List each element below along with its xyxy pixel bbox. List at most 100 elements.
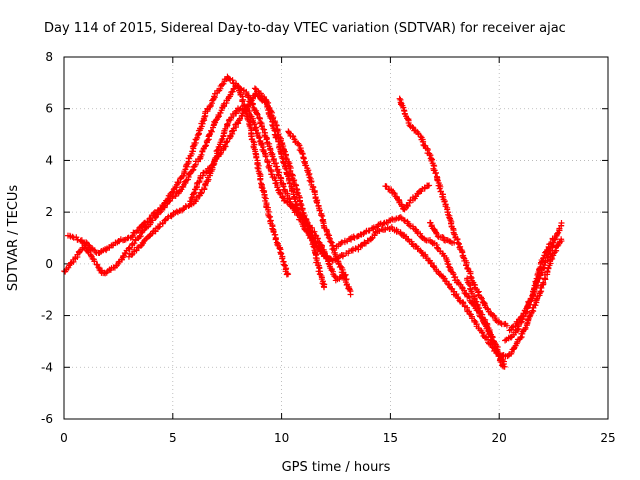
data-point	[282, 165, 289, 172]
data-point	[451, 239, 458, 246]
data-point	[451, 230, 457, 237]
data-point	[280, 183, 287, 190]
data-point	[229, 77, 236, 84]
data-point	[460, 254, 467, 261]
data-point	[153, 214, 160, 221]
data-point	[280, 147, 287, 154]
data-point	[524, 316, 531, 323]
x-tick-label: 20	[492, 431, 507, 445]
data-point	[225, 75, 232, 82]
data-point	[280, 159, 287, 166]
data-point	[318, 212, 325, 219]
data-point	[417, 230, 424, 237]
data-point	[293, 182, 300, 189]
data-point	[208, 128, 215, 135]
data-point	[503, 322, 510, 329]
data-point	[265, 163, 272, 170]
data-point	[545, 243, 552, 250]
data-point	[319, 217, 326, 224]
data-point	[316, 265, 323, 272]
data-point	[558, 219, 565, 226]
data-point	[325, 258, 332, 265]
data-point	[224, 120, 231, 127]
data-point	[538, 284, 545, 291]
data-point	[554, 230, 561, 237]
data-point	[260, 143, 267, 150]
data-point	[128, 251, 135, 258]
series-6	[285, 128, 354, 298]
y-tick-labels: -6 -4 -2 0 2 4 6 8	[41, 50, 53, 426]
data-point	[337, 263, 344, 270]
data-point	[264, 159, 271, 166]
data-point	[224, 121, 231, 128]
data-point	[295, 190, 302, 197]
data-point	[251, 85, 258, 92]
data-point	[131, 240, 138, 247]
y-tick-label: 8	[45, 50, 53, 64]
data-point	[236, 106, 243, 113]
data-point	[220, 80, 227, 87]
data-point	[95, 264, 102, 271]
data-point	[347, 291, 354, 298]
data-point	[558, 236, 565, 243]
data-point	[122, 250, 129, 257]
data-point	[272, 236, 279, 243]
data-point	[500, 363, 507, 370]
series-1	[61, 73, 292, 278]
data-point	[202, 143, 209, 150]
data-point	[391, 190, 398, 197]
data-point	[440, 275, 447, 282]
data-point	[66, 232, 73, 239]
data-point	[311, 228, 318, 235]
y-tick-label: 4	[45, 153, 53, 167]
data-point	[390, 189, 397, 196]
series-9	[382, 182, 433, 213]
data-point	[409, 124, 416, 131]
data-point	[316, 207, 323, 214]
data-point	[281, 148, 288, 155]
y-tick-label: -6	[41, 412, 53, 426]
data-point	[396, 95, 403, 102]
data-point	[206, 131, 213, 138]
data-point	[517, 334, 524, 341]
data-point	[301, 158, 308, 165]
data-point	[188, 194, 195, 201]
data-points	[61, 73, 565, 370]
data-point	[218, 137, 225, 144]
data-point	[136, 233, 143, 240]
data-point	[211, 93, 218, 100]
data-point	[526, 313, 533, 320]
data-point	[478, 295, 485, 302]
data-point	[536, 265, 543, 272]
data-point	[271, 231, 278, 238]
x-axis-label: GPS time / hours	[282, 460, 391, 475]
data-point	[519, 313, 526, 320]
data-point	[212, 117, 219, 124]
data-point	[203, 142, 210, 149]
data-point	[237, 85, 244, 92]
data-point	[554, 242, 561, 249]
data-point	[299, 206, 306, 213]
data-point	[325, 234, 332, 241]
data-point	[150, 210, 157, 217]
data-point	[341, 272, 348, 279]
data-point	[548, 240, 555, 247]
data-point	[321, 284, 328, 291]
x-tick-labels: 0 5 10 15 20 25	[60, 431, 615, 445]
data-point	[281, 262, 288, 269]
data-point	[159, 220, 166, 227]
data-point	[254, 111, 261, 118]
data-point	[238, 113, 245, 120]
data-point	[254, 164, 261, 171]
data-point	[495, 319, 502, 326]
data-point	[140, 238, 147, 245]
data-point	[426, 182, 433, 189]
data-point	[401, 217, 408, 224]
data-point	[156, 223, 163, 230]
data-point	[198, 151, 205, 158]
data-point	[502, 337, 509, 344]
data-point	[290, 178, 297, 185]
data-point	[549, 235, 556, 242]
data-point	[175, 179, 182, 186]
data-point	[291, 195, 298, 202]
